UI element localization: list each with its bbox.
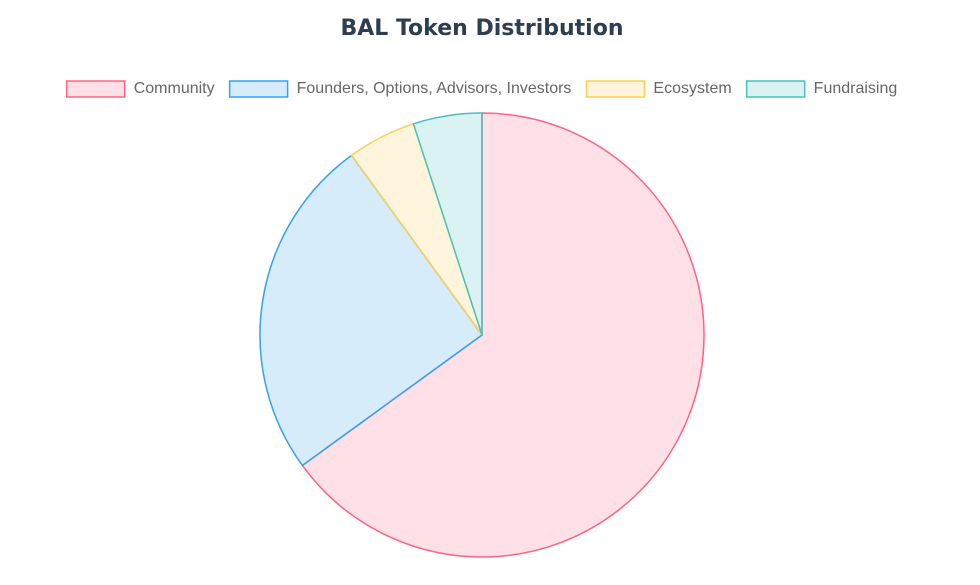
pie-slice xyxy=(301,112,705,558)
legend-swatch xyxy=(65,80,126,98)
pie-slice xyxy=(259,154,484,467)
legend-swatch xyxy=(228,80,289,98)
legend-label: Ecosystem xyxy=(653,80,731,97)
legend-swatch xyxy=(745,80,806,98)
legend-label: Community xyxy=(134,80,215,97)
chart-title: BAL Token Distribution xyxy=(340,16,623,41)
legend-label: Founders, Options, Advisors, Investors xyxy=(297,80,572,97)
legend-swatch xyxy=(585,80,646,98)
pie-slice xyxy=(412,112,483,336)
legend-label: Fundraising xyxy=(814,80,898,97)
